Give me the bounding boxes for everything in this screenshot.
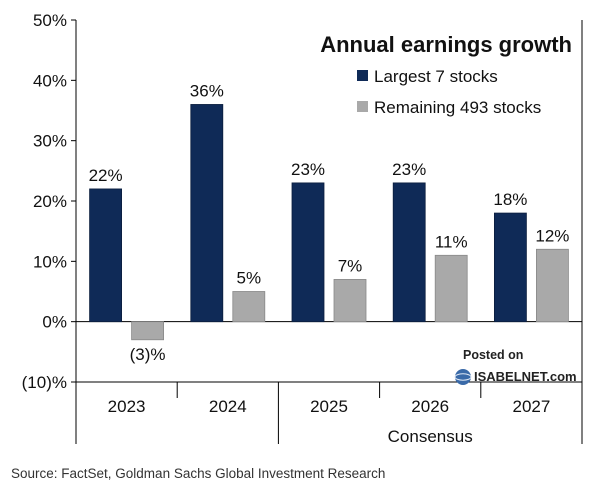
- y-tick-label: 40%: [33, 71, 67, 90]
- legend-label-remaining-493: Remaining 493 stocks: [374, 98, 541, 117]
- data-labels: 22% 36% 23% 23% 18% (3)% 5% 7% 11% 12%: [89, 81, 570, 363]
- bar-remaining-493-2025: [333, 279, 367, 323]
- chart-title: Annual earnings growth: [320, 32, 572, 57]
- data-label: 7%: [338, 256, 363, 275]
- bar-largest-7-2024: [190, 104, 224, 323]
- watermark-isabelnet: ISABELNET.com: [474, 369, 577, 384]
- y-tick-label: 20%: [33, 192, 67, 211]
- group-label-consensus: Consensus: [388, 427, 473, 446]
- bar-remaining-493-2026: [434, 254, 468, 323]
- y-tick-label: 30%: [33, 132, 67, 151]
- x-category-label: 2027: [512, 397, 550, 416]
- y-tick-label: 0%: [42, 313, 67, 332]
- x-category-label: 2023: [108, 397, 146, 416]
- legend-label-largest-7: Largest 7 stocks: [374, 67, 498, 86]
- bar-largest-7-2025: [291, 182, 325, 323]
- legend-swatch-largest-7: [357, 70, 368, 81]
- legend: Largest 7 stocks Remaining 493 stocks: [357, 67, 541, 117]
- bar-remaining-493-2023: [131, 321, 165, 341]
- y-tick-label: 50%: [33, 11, 67, 30]
- legend-swatch-remaining-493: [357, 101, 368, 112]
- data-label: 18%: [493, 190, 527, 209]
- bars: [89, 104, 569, 341]
- data-label: 22%: [89, 166, 123, 185]
- bar-remaining-493-2027: [536, 248, 569, 323]
- data-label: (3)%: [130, 345, 166, 364]
- source-note: Source: FactSet, Goldman Sachs Global In…: [11, 466, 385, 481]
- globe-icon: [455, 369, 471, 385]
- y-axis: 50% 40% 30% 20% 10% 0% (10)%: [22, 11, 77, 392]
- x-category-label: 2025: [310, 397, 348, 416]
- watermark-posted-on: Posted on: [463, 348, 523, 362]
- data-label: 11%: [435, 232, 468, 251]
- bar-largest-7-2027: [493, 212, 527, 323]
- data-label: 5%: [237, 269, 262, 288]
- globe-icon-meridian: [454, 373, 472, 381]
- x-category-label: 2026: [411, 397, 449, 416]
- x-axis: 2023 2024 2025 2026 2027 Consensus: [75, 20, 583, 446]
- bar-largest-7-2023: [89, 188, 122, 323]
- data-label: 36%: [190, 81, 224, 100]
- watermark: Posted on ISABELNET.com: [454, 348, 577, 385]
- x-category-label: 2024: [209, 397, 247, 416]
- data-label: 23%: [392, 160, 426, 179]
- bar-remaining-493-2024: [232, 291, 266, 323]
- y-tick-label: (10)%: [22, 373, 67, 392]
- data-label: 23%: [291, 160, 325, 179]
- data-label: 12%: [535, 226, 569, 245]
- y-tick-label: 10%: [33, 252, 67, 271]
- bar-largest-7-2026: [392, 182, 426, 323]
